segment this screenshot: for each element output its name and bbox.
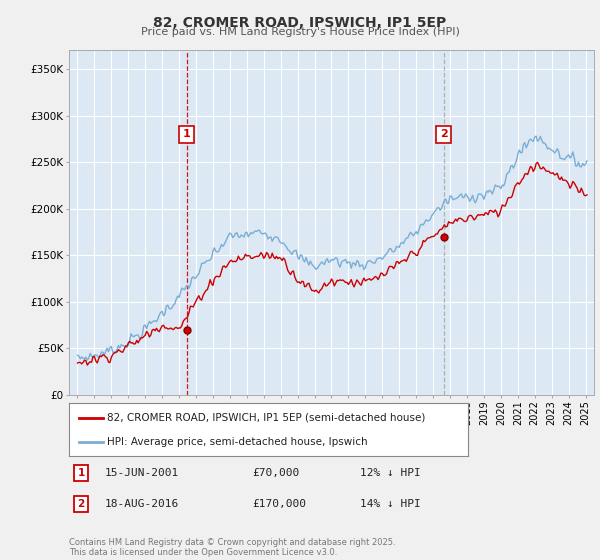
Text: 1: 1 — [77, 468, 85, 478]
Text: £170,000: £170,000 — [252, 499, 306, 509]
Text: Price paid vs. HM Land Registry's House Price Index (HPI): Price paid vs. HM Land Registry's House … — [140, 27, 460, 37]
Text: 14% ↓ HPI: 14% ↓ HPI — [360, 499, 421, 509]
Text: 18-AUG-2016: 18-AUG-2016 — [105, 499, 179, 509]
Text: 82, CROMER ROAD, IPSWICH, IP1 5EP (semi-detached house): 82, CROMER ROAD, IPSWICH, IP1 5EP (semi-… — [107, 413, 425, 423]
Text: 12% ↓ HPI: 12% ↓ HPI — [360, 468, 421, 478]
Text: 15-JUN-2001: 15-JUN-2001 — [105, 468, 179, 478]
Text: Contains HM Land Registry data © Crown copyright and database right 2025.
This d: Contains HM Land Registry data © Crown c… — [69, 538, 395, 557]
Text: 82, CROMER ROAD, IPSWICH, IP1 5EP: 82, CROMER ROAD, IPSWICH, IP1 5EP — [154, 16, 446, 30]
Text: 2: 2 — [77, 499, 85, 509]
Text: £70,000: £70,000 — [252, 468, 299, 478]
Text: 2: 2 — [440, 129, 448, 139]
Text: HPI: Average price, semi-detached house, Ipswich: HPI: Average price, semi-detached house,… — [107, 437, 368, 447]
Text: 1: 1 — [183, 129, 191, 139]
